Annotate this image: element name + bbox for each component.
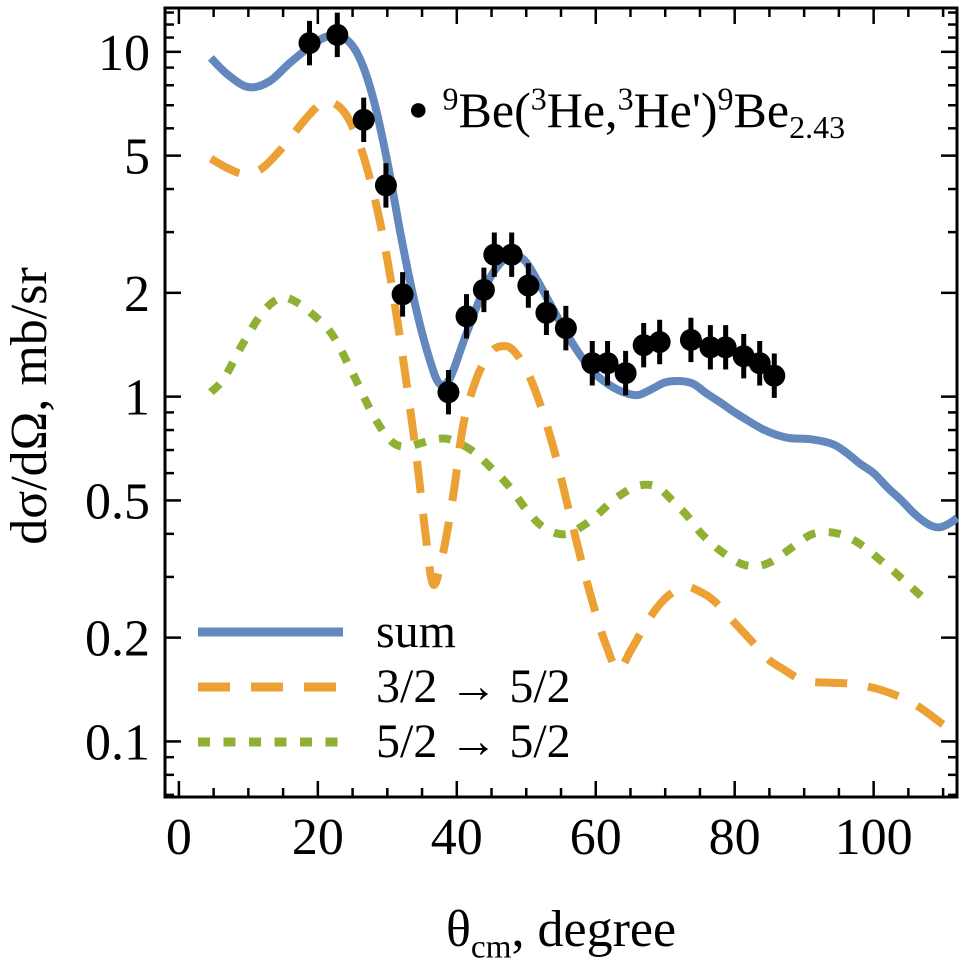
y-tick-label: 5 <box>124 129 150 186</box>
x-axis-label: θcm, degree <box>445 901 677 966</box>
data-point <box>554 317 577 340</box>
data-point <box>699 336 722 359</box>
x-tick-label: 60 <box>570 809 622 866</box>
data-point <box>748 352 771 375</box>
legend-row-sum: sum <box>198 604 571 659</box>
legend-label-3/2-5/2: 3/2 → 5/2 <box>376 659 571 713</box>
y-tick-label: 1 <box>124 370 150 427</box>
legend-row-3/2-5/2: 3/2 → 5/2 <box>198 659 571 714</box>
x-tick-label: 40 <box>431 809 483 866</box>
data-point <box>352 108 375 131</box>
data-point <box>374 174 397 197</box>
data-point <box>483 243 506 266</box>
data-point <box>298 32 321 55</box>
data-point <box>535 301 558 324</box>
data-point <box>614 362 637 385</box>
legend-line-5/2-5/2 <box>198 737 343 746</box>
x-tick-label: 80 <box>709 809 761 866</box>
x-tick-label: 0 <box>166 809 192 866</box>
data-point <box>648 331 671 354</box>
legend-label-5/2-5/2: 5/2 → 5/2 <box>376 714 571 768</box>
data-point <box>596 352 619 375</box>
y-axis-label: dσ/dΩ, mb/sr <box>1 267 58 545</box>
reaction-label: 9Be(3He,3He')9Be2.43 <box>442 80 846 145</box>
y-tick-label: 0.5 <box>85 473 150 530</box>
data-point <box>763 364 786 387</box>
data-point-marker-icon: ● <box>408 91 429 128</box>
data-point <box>679 328 702 351</box>
legend-label-sum: sum <box>376 604 457 658</box>
y-tick-label: 10 <box>98 25 150 82</box>
x-tick-label: 100 <box>835 809 913 866</box>
y-tick-label: 0.1 <box>85 714 150 771</box>
y-tick-label: 0.2 <box>85 611 150 668</box>
legend-row-5/2-5/2: 5/2 → 5/2 <box>198 714 571 769</box>
legend-line-sum <box>198 627 343 636</box>
data-point <box>472 278 495 301</box>
y-tick-label: 2 <box>124 266 150 323</box>
data-point <box>391 283 414 306</box>
data-point <box>326 23 349 46</box>
data-point <box>714 336 737 359</box>
data-point <box>581 352 604 375</box>
data-point <box>517 274 540 297</box>
data-point <box>437 381 460 404</box>
data-point <box>500 243 523 266</box>
legend: sum 3/2 → 5/2 5/2 → 5/2 <box>198 604 571 769</box>
legend-line-3/2-5/2 <box>198 682 343 691</box>
curve-3-2-5-2 <box>208 96 956 734</box>
experimental-data-label: ● 9Be(3He,3He')9Be2.43 <box>408 80 846 145</box>
x-tick-label: 20 <box>292 809 344 866</box>
data-point <box>455 305 478 328</box>
plot-frame <box>163 6 959 799</box>
